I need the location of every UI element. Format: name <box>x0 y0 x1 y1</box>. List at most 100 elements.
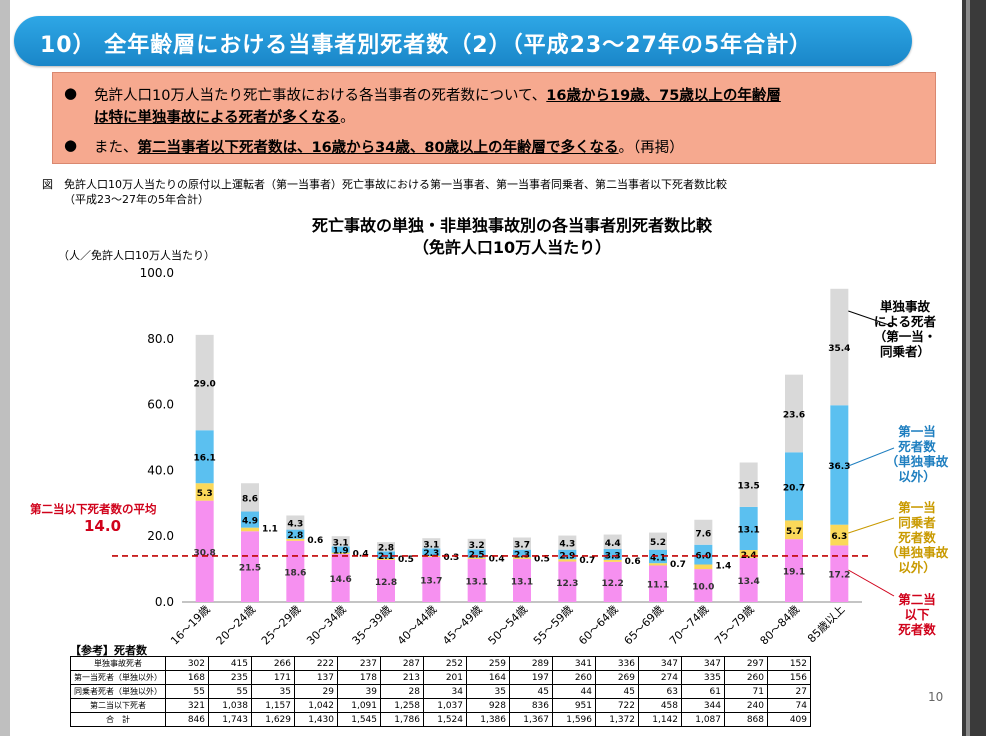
reference-cell: 269 <box>595 670 639 685</box>
legend-connector-passenger <box>848 517 895 534</box>
data-label-single-accident: 4.3 <box>559 540 575 550</box>
data-label-first-party: 2.1 <box>378 552 394 562</box>
data-label-single-accident: 7.6 <box>695 529 711 539</box>
bar-segment-passenger <box>603 559 622 562</box>
reference-cell: 1,743 <box>208 712 252 727</box>
data-label-passenger: 5.7 <box>786 527 802 537</box>
data-label-first-party: 2.3 <box>423 549 439 559</box>
data-label-first-party: 1.9 <box>333 547 349 557</box>
data-label-second-party: 13.4 <box>738 577 760 587</box>
left-frame <box>0 0 10 736</box>
bar-segment-first-party <box>195 430 214 484</box>
legend-connector-second <box>848 569 895 597</box>
data-label-second-party: 14.6 <box>330 575 352 585</box>
data-label-single-accident: 29.0 <box>194 380 216 390</box>
reference-cell: 197 <box>509 670 553 685</box>
summary-line-2: は特に単独事故による死者が多くなる。 <box>94 106 355 127</box>
reference-cell: 297 <box>724 656 768 671</box>
reference-cell: 415 <box>208 656 252 671</box>
data-label-passenger: 0.7 <box>670 560 686 570</box>
summary-line-1: 免許人口10万人当たり死亡事故における各当事者の死者数について、16歳から19歳… <box>94 84 781 105</box>
bar-segment-second-party <box>830 545 849 602</box>
reference-cell: 45 <box>595 684 639 699</box>
reference-cell: 409 <box>767 712 811 727</box>
reference-cell: 260 <box>552 670 596 685</box>
data-label-first-party: 4.9 <box>242 517 258 527</box>
reference-cell: 1,386 <box>466 712 510 727</box>
reference-cell: 1,372 <box>595 712 639 727</box>
reference-cell: 274 <box>638 670 682 685</box>
reference-cell: 55 <box>165 684 209 699</box>
legend-text: 以外） <box>898 560 936 575</box>
y-tick-label: 40.0 <box>147 463 174 477</box>
x-tick-label: 75～79歳 <box>712 603 757 648</box>
x-tick-label: 45～49歳 <box>440 603 485 648</box>
bar-segment-passenger <box>558 559 577 562</box>
data-label-second-party: 12.8 <box>375 578 397 588</box>
legend-text: （単独事故 <box>885 454 949 469</box>
x-tick-label: 50～54歳 <box>486 603 531 648</box>
legend-single-accident: 単独事故 による死者 （第一当・ 同乗者） <box>850 299 960 359</box>
bar-segment-first-party <box>694 544 713 565</box>
data-label-second-party: 12.3 <box>556 579 578 589</box>
reference-cell: 74 <box>767 698 811 713</box>
data-label-second-party: 13.1 <box>511 577 533 587</box>
bar-segment-passenger <box>467 557 486 559</box>
bar-segment-second-party <box>377 559 395 602</box>
reference-cell: 1,367 <box>509 712 553 727</box>
reference-cell: 289 <box>509 656 553 671</box>
right-frame-edge <box>966 0 970 736</box>
x-tick-label: 80～84歳 <box>758 603 803 648</box>
reference-cell: 266 <box>251 656 295 671</box>
legend-passenger: 第一当 同乗者 死者数 （単独事故 以外） <box>862 500 972 575</box>
data-label-first-party: 2.8 <box>287 531 303 541</box>
bar-segment-second-party <box>195 500 214 602</box>
reference-cell: 222 <box>294 656 338 671</box>
reference-cell: 44 <box>552 684 596 699</box>
bar-segment-single-accident <box>467 538 486 550</box>
bar-segment-first-party <box>377 551 395 559</box>
reference-cell: 928 <box>466 698 510 713</box>
bar-segment-passenger <box>830 524 849 546</box>
reference-cell: 34 <box>423 684 467 699</box>
reference-cell: 951 <box>552 698 596 713</box>
reference-cell: 344 <box>681 698 725 713</box>
reference-cell: 168 <box>165 670 209 685</box>
x-tick-label: 40～44歳 <box>395 603 440 648</box>
bar-segment-first-party <box>286 529 305 539</box>
chart-subtitle: （免許人口10万人当たり） <box>412 238 612 257</box>
reference-cell: 335 <box>681 670 725 685</box>
data-label-passenger: 1.1 <box>262 525 278 535</box>
data-label-second-party: 30.8 <box>194 548 216 558</box>
reference-cell: 1,038 <box>208 698 252 713</box>
reference-row: 合 計 846 1,743 1,629 1,430 1,545 1,786 1,524 1,38… <box>70 712 811 727</box>
x-tick-label: 65～69歳 <box>622 603 667 648</box>
data-label-first-party: 20.7 <box>783 483 805 493</box>
x-tick-label: 70～74歳 <box>667 603 712 648</box>
reference-cell: 39 <box>337 684 381 699</box>
reference-row-header: 第二当以下死者 <box>70 698 166 713</box>
bar-segment-first-party <box>739 506 758 551</box>
summary-text: 免許人口10万人当たり死亡事故における各当事者の死者数について、 <box>94 88 547 104</box>
bar-segment-single-accident <box>785 374 803 453</box>
data-label-single-accident: 35.4 <box>828 344 850 354</box>
bar-segment-passenger <box>286 538 305 541</box>
reference-cell: 35 <box>251 684 295 699</box>
reference-cell: 868 <box>724 712 768 727</box>
bar-segment-first-party <box>467 549 486 558</box>
reference-row: 第二当以下死者 321 1,038 1,157 1,042 1,091 1,258 1,037… <box>70 698 811 713</box>
reference-cell: 1,524 <box>423 712 467 727</box>
reference-cell: 164 <box>466 670 510 685</box>
data-label-single-accident: 3.1 <box>423 540 439 550</box>
reference-cell: 1,142 <box>638 712 682 727</box>
legend-text: 第一当 <box>898 500 936 515</box>
x-tick-label: 25～29歳 <box>259 603 304 648</box>
bar-segment-second-party <box>513 558 531 602</box>
data-label-single-accident: 3.7 <box>514 541 530 551</box>
legend-second-party: 第二当 以下 死者数 <box>862 592 972 637</box>
y-tick-label: 20.0 <box>147 529 174 543</box>
bullet-icon: ● <box>64 84 78 102</box>
legend-text: 同乗者） <box>879 344 930 359</box>
y-tick-label: 0.0 <box>155 595 174 609</box>
bar-segment-first-party <box>422 548 441 556</box>
